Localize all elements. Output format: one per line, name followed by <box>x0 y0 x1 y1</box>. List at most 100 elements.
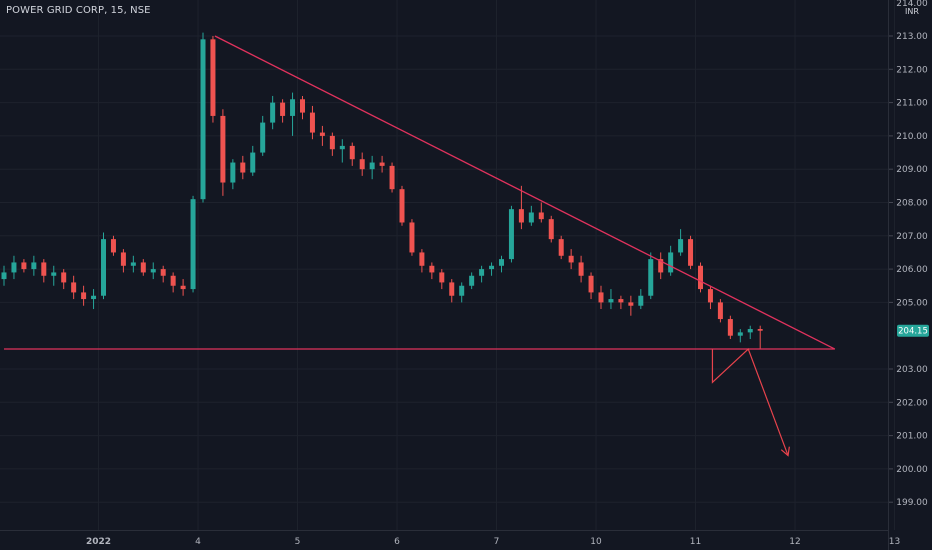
candle-body <box>538 212 544 220</box>
y-tick-label: 211.00 <box>896 99 928 109</box>
y-tick-label: 202.00 <box>896 398 928 408</box>
candle-body <box>688 239 694 266</box>
current-price-tag: 204.15 <box>897 324 929 337</box>
candle-body <box>568 255 574 263</box>
candle-body <box>638 295 644 306</box>
candle-body <box>727 319 733 336</box>
candle-body <box>578 262 584 276</box>
y-tick-label: 210.00 <box>896 132 928 142</box>
y-tick-label: 213.00 <box>896 32 928 42</box>
candle-body <box>180 285 186 290</box>
candle-body <box>110 239 116 253</box>
candle-body <box>349 145 355 160</box>
candle-body <box>81 292 87 300</box>
y-tick-label: 206.00 <box>896 265 928 275</box>
x-tick-label: 11 <box>690 537 701 547</box>
candle-body <box>319 132 325 136</box>
x-tick-label: 12 <box>789 537 800 547</box>
candle-body <box>101 239 106 296</box>
candle-body <box>61 272 67 283</box>
x-tick-label: 7 <box>494 537 500 547</box>
candle-body <box>309 112 315 133</box>
y-tick-label: 201.00 <box>896 432 928 442</box>
x-tick-label: 6 <box>394 537 400 547</box>
candle-body <box>588 275 594 293</box>
candle-body <box>429 265 435 273</box>
candle-body <box>329 135 335 150</box>
candle-body <box>737 332 743 336</box>
trendline <box>214 35 836 350</box>
trendlines <box>4 35 836 457</box>
candle-body <box>717 302 723 320</box>
y-tick-label: 205.00 <box>896 298 928 308</box>
y-tick-label: 212.00 <box>896 65 928 75</box>
x-tick-label: 13 <box>889 537 900 547</box>
candle-body <box>150 269 156 273</box>
candle-body <box>658 259 664 273</box>
y-tick-label: 203.00 <box>896 365 928 375</box>
candle-body <box>290 99 296 116</box>
candle-body <box>518 209 524 223</box>
candle-body <box>528 212 534 223</box>
price-axis[interactable]: 213.00 212.00 211.00 210.00 209.00 208.00 207.… <box>889 32 928 508</box>
projection-path <box>711 347 789 456</box>
candle-body <box>389 165 395 190</box>
y-tick-label: 207.00 <box>896 232 928 242</box>
candle-body <box>339 145 345 150</box>
candle-body <box>469 275 475 286</box>
candle-body <box>369 162 375 170</box>
candle-body <box>419 252 425 266</box>
candle-body <box>558 239 564 256</box>
candle-body <box>71 282 77 293</box>
y-tick-label: 209.00 <box>896 165 928 175</box>
candle-body <box>270 102 276 123</box>
x-tick-label: 4 <box>195 537 201 547</box>
candle-body <box>678 239 684 253</box>
candle-body <box>250 152 256 173</box>
candle-body <box>51 272 57 276</box>
candle-body <box>598 292 604 303</box>
grid <box>0 0 896 530</box>
candle-body <box>280 102 286 116</box>
candle-body <box>260 122 266 153</box>
y-tick-label: 208.00 <box>896 199 928 209</box>
candle-body <box>379 162 385 166</box>
candle-body <box>1 272 7 280</box>
candle-body <box>449 282 455 296</box>
candle-body <box>439 272 445 283</box>
candle-body <box>160 269 166 276</box>
candle-body <box>459 285 465 296</box>
candle-body <box>399 189 405 223</box>
candle-body <box>707 289 713 303</box>
time-axis[interactable]: 2022 4 5 6 7 10 11 12 13 <box>86 537 900 547</box>
candle-body <box>489 265 495 270</box>
candle-body <box>220 115 226 183</box>
candle-body <box>548 219 554 240</box>
candle-body <box>230 162 236 183</box>
candle-body <box>140 262 146 273</box>
candle-body <box>409 222 415 253</box>
candle-body <box>479 269 485 276</box>
candle-body <box>170 275 176 286</box>
candle-body <box>190 199 196 290</box>
candle-body <box>628 302 634 306</box>
current-price-label: 204.15 <box>898 327 928 337</box>
candle-body <box>130 262 136 266</box>
candle-body <box>210 39 216 116</box>
candle-body <box>648 259 654 296</box>
candle-body <box>300 99 305 113</box>
candle-body <box>618 299 624 303</box>
currency-label: INR <box>905 7 919 16</box>
x-tick-label: 5 <box>295 537 301 547</box>
candle-body <box>21 262 27 270</box>
candle-body <box>240 162 246 173</box>
x-tick-label: 2022 <box>86 537 111 547</box>
chart-title: POWER GRID CORP, 15, NSE <box>6 5 151 16</box>
projection-arrow-head <box>780 446 790 457</box>
candle-body <box>41 262 47 276</box>
y-tick-label: 199.00 <box>896 498 928 508</box>
candle-body <box>747 329 753 333</box>
candle-body <box>508 209 514 260</box>
